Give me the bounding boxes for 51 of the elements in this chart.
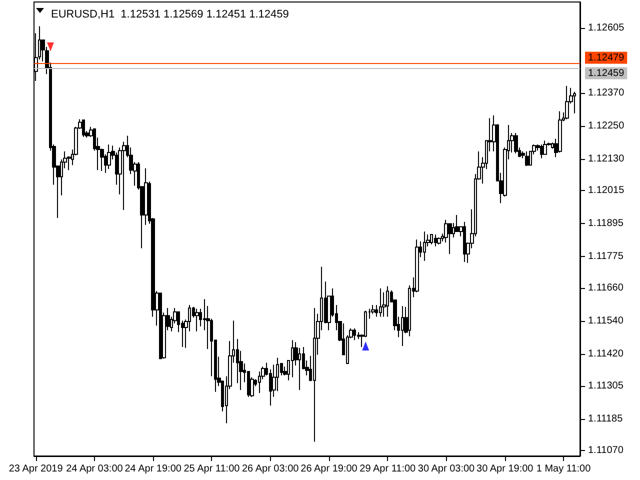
x-tick-label: 24 Apr 19:00 — [124, 464, 182, 474]
y-tick-label: 1.12250 — [588, 120, 625, 132]
candlestick — [379, 288, 382, 318]
candlestick — [448, 223, 452, 255]
candlestick — [313, 307, 316, 442]
candlestick — [434, 234, 437, 247]
y-tick-label: 1.11895 — [588, 218, 624, 229]
y-tick-label: 1.11070 — [588, 444, 624, 456]
candlestick — [423, 230, 426, 262]
y-tick-label: 1.11305 — [588, 380, 624, 392]
candlestick — [463, 221, 466, 263]
ref-line-label: 1.12479 — [588, 52, 625, 64]
y-tick-label: 1.12370 — [588, 87, 625, 98]
x-tick-label: 26 Apr 03:00 — [242, 464, 300, 474]
candlestick — [401, 306, 404, 346]
x-tick-label: 24 Apr 03:00 — [66, 464, 124, 474]
candlestick — [195, 308, 199, 332]
candlestick — [573, 91, 576, 114]
x-tick-label: 26 Apr 19:00 — [300, 464, 358, 474]
candlestick — [525, 150, 529, 166]
y-tick-label: 1.12015 — [588, 184, 625, 196]
candlestick — [82, 120, 85, 138]
ref-line-label: 1.12459 — [588, 68, 625, 79]
x-tick-label: 25 Apr 11:00 — [184, 464, 240, 474]
candlestick — [415, 238, 419, 293]
candlestick — [540, 144, 543, 159]
candlestick — [291, 340, 294, 378]
candlestick — [159, 292, 162, 360]
y-tick-label: 1.11540 — [588, 316, 624, 327]
y-tick-label: 1.12605 — [588, 22, 625, 34]
candlestick — [565, 85, 569, 120]
candlestick — [353, 328, 356, 341]
candlestick — [386, 286, 389, 318]
x-tick-label: 30 Apr 19:00 — [476, 464, 534, 474]
candlestick — [430, 234, 433, 245]
y-tick-label: 1.11185 — [588, 413, 624, 424]
candlestick — [107, 144, 111, 170]
candlestick — [437, 237, 441, 245]
text: EURUSD,H1 1.12531 1.12569 1.12451 1.12459 — [51, 8, 289, 20]
y-tick-label: 1.11420 — [588, 348, 624, 360]
candlestick — [543, 140, 547, 155]
y-tick-label: 1.11660 — [588, 282, 624, 294]
x-tick-label: 1 May 11:00 — [536, 464, 592, 474]
y-tick-label: 1.11775 — [588, 251, 624, 262]
candlestick — [514, 132, 518, 154]
x-tick-label: 30 Apr 03:00 — [418, 464, 476, 474]
candlestick — [371, 304, 375, 314]
candlestick — [558, 110, 562, 154]
y-tick-label: 1.12130 — [588, 153, 625, 164]
x-tick-label: 23 Apr 2019 — [8, 464, 64, 474]
x-tick-label: 29 Apr 11:00 — [360, 464, 416, 474]
